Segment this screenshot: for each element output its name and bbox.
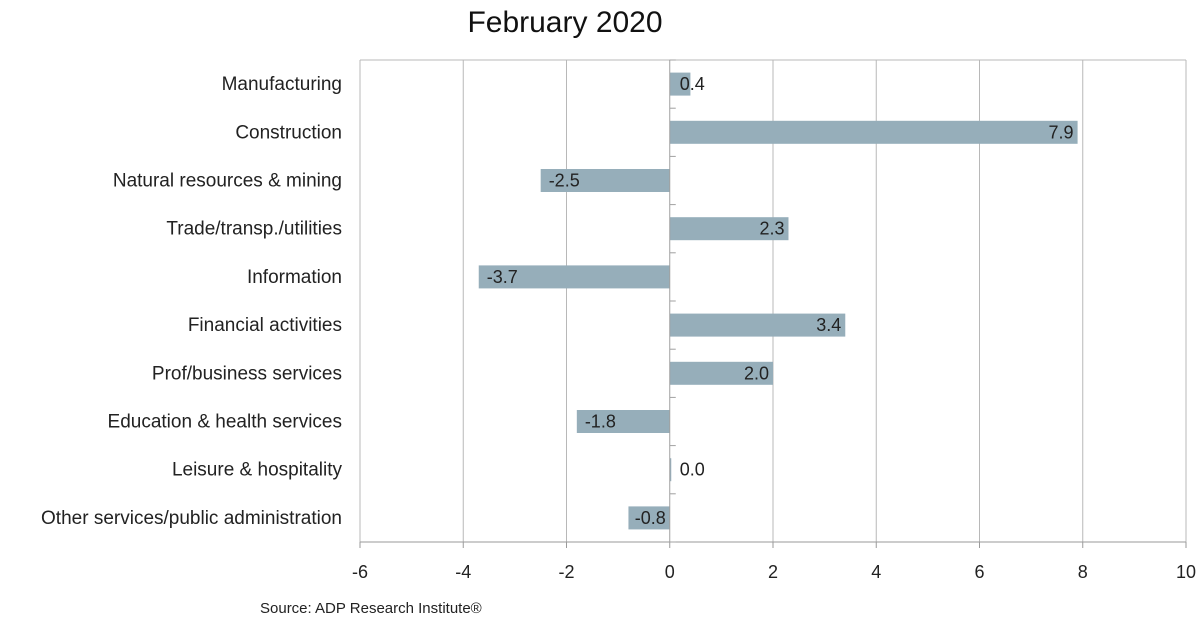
bar [669, 361, 773, 385]
bar [669, 72, 691, 96]
x-tick-label: -2 [558, 562, 574, 582]
data-label: 0.0 [680, 460, 705, 480]
category-label: Other services/public administration [41, 508, 342, 529]
category-label: Trade/transp./utilities [166, 219, 342, 240]
data-label: 7.9 [1049, 122, 1074, 142]
category-label: Manufacturing [222, 74, 342, 95]
bar [669, 217, 789, 241]
x-tick-label: 6 [974, 562, 984, 582]
bar [576, 410, 670, 433]
data-label: -2.5 [549, 171, 580, 191]
category-label: Education & health services [108, 412, 342, 433]
x-tick-label: 0 [665, 562, 675, 582]
data-label: -0.8 [635, 508, 666, 528]
axes [359, 59, 1187, 548]
category-label: Prof/business services [152, 363, 342, 384]
category-label: Construction [235, 122, 342, 143]
x-tick-label: 8 [1078, 562, 1088, 582]
data-label: 3.4 [816, 315, 841, 335]
data-label: -3.7 [487, 267, 518, 287]
x-tick-label: 4 [871, 562, 881, 582]
grid-lines [359, 59, 1187, 542]
x-tick-label: -4 [455, 562, 471, 582]
bar [628, 506, 670, 530]
bar [669, 120, 1078, 144]
category-label: Financial activities [188, 315, 342, 336]
data-label: 2.0 [744, 363, 769, 383]
category-label: Natural resources & mining [113, 171, 342, 192]
data-label: -1.8 [585, 412, 616, 432]
category-label: Information [247, 267, 342, 288]
chart-title: February 2020 [467, 6, 663, 39]
data-label: 2.3 [759, 219, 784, 239]
bar [478, 265, 670, 289]
bar [540, 169, 670, 192]
source-note: Source: ADP Research Institute® [260, 600, 482, 617]
bar [669, 313, 846, 337]
x-tick-label: 2 [768, 562, 778, 582]
bar [669, 458, 672, 482]
x-tick-label: 10 [1176, 562, 1196, 582]
category-label: Leisure & hospitality [172, 460, 343, 481]
data-label: 0.4 [680, 74, 705, 94]
x-tick-label: -6 [352, 562, 368, 582]
labels: -6 -4 -2 0 2 4 6 8 10 Manufacturing 0.4 Constructio… [41, 74, 1196, 582]
bars [478, 72, 1078, 530]
